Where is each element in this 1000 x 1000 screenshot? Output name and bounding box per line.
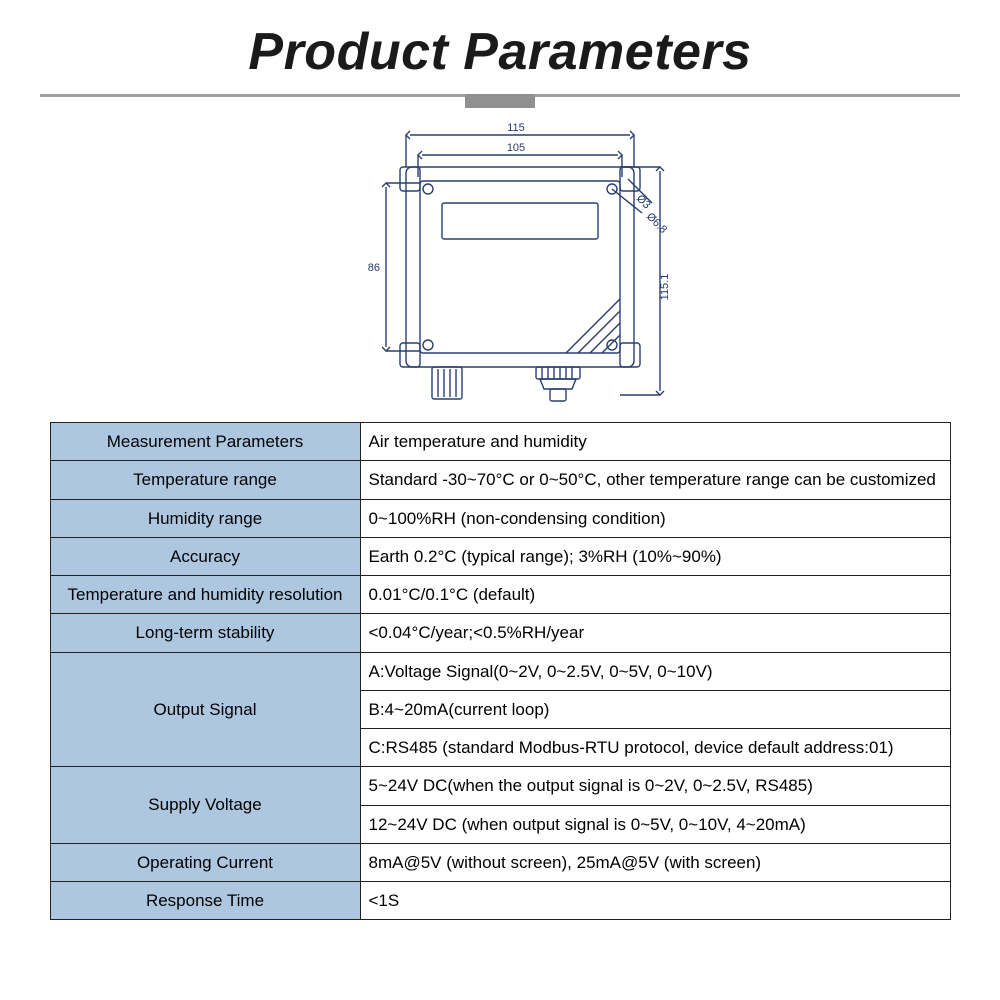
value-cell: <0.04°C/year;<0.5%RH/year (360, 614, 950, 652)
dim-left: 86 (368, 262, 380, 274)
value-cell: Earth 0.2°C (typical range); 3%RH (10%~9… (360, 537, 950, 575)
param-cell: Temperature range (50, 461, 360, 499)
table-row: Long-term stability <0.04°C/year;<0.5%RH… (50, 614, 950, 652)
param-cell: Response Time (50, 882, 360, 920)
value-cell: C:RS485 (standard Modbus-RTU protocol, d… (360, 729, 950, 767)
spec-table: Measurement Parameters Air temperature a… (50, 422, 951, 920)
table-row: Measurement Parameters Air temperature a… (50, 423, 950, 461)
table-row: Output Signal A:Voltage Signal(0~2V, 0~2… (50, 652, 950, 690)
param-cell: Humidity range (50, 499, 360, 537)
value-cell: 12~24V DC (when output signal is 0~5V, 0… (360, 805, 950, 843)
value-cell: 0.01°C/0.1°C (default) (360, 576, 950, 614)
hole-large: Ø6.8 (644, 211, 669, 236)
table-row: Accuracy Earth 0.2°C (typical range); 3%… (50, 537, 950, 575)
device-diagram-svg: 115 105 86 (320, 117, 680, 407)
title-underline (40, 94, 960, 97)
param-cell: Supply Voltage (50, 767, 360, 844)
table-row: Temperature and humidity resolution 0.01… (50, 576, 950, 614)
table-row: Temperature range Standard -30~70°C or 0… (50, 461, 950, 499)
param-cell: Operating Current (50, 843, 360, 881)
param-cell: Measurement Parameters (50, 423, 360, 461)
value-cell: 0~100%RH (non-condensing condition) (360, 499, 950, 537)
table-row: Operating Current 8mA@5V (without screen… (50, 843, 950, 881)
page-title: Product Parameters (40, 0, 960, 94)
table-row: Response Time <1S (50, 882, 950, 920)
title-tab (465, 94, 535, 108)
param-cell: Output Signal (50, 652, 360, 767)
dim-right: 115.1 (659, 274, 671, 301)
dim-top-inner: 105 (507, 142, 525, 154)
value-cell: 8mA@5V (without screen), 25mA@5V (with s… (360, 843, 950, 881)
param-cell: Temperature and humidity resolution (50, 576, 360, 614)
table-row: Humidity range 0~100%RH (non-condensing … (50, 499, 950, 537)
value-cell: Standard -30~70°C or 0~50°C, other tempe… (360, 461, 950, 499)
value-cell: 5~24V DC(when the output signal is 0~2V,… (360, 767, 950, 805)
value-cell: B:4~20mA(current loop) (360, 690, 950, 728)
param-cell: Accuracy (50, 537, 360, 575)
value-cell: <1S (360, 882, 950, 920)
param-cell: Long-term stability (50, 614, 360, 652)
dim-top-outer: 115 (507, 122, 525, 134)
table-row: Supply Voltage 5~24V DC(when the output … (50, 767, 950, 805)
page: Product Parameters 115 (0, 0, 1000, 1000)
value-cell: Air temperature and humidity (360, 423, 950, 461)
dimension-diagram-wrap: 115 105 86 (40, 117, 960, 412)
dimension-diagram: 115 105 86 (320, 117, 680, 412)
value-cell: A:Voltage Signal(0~2V, 0~2.5V, 0~5V, 0~1… (360, 652, 950, 690)
